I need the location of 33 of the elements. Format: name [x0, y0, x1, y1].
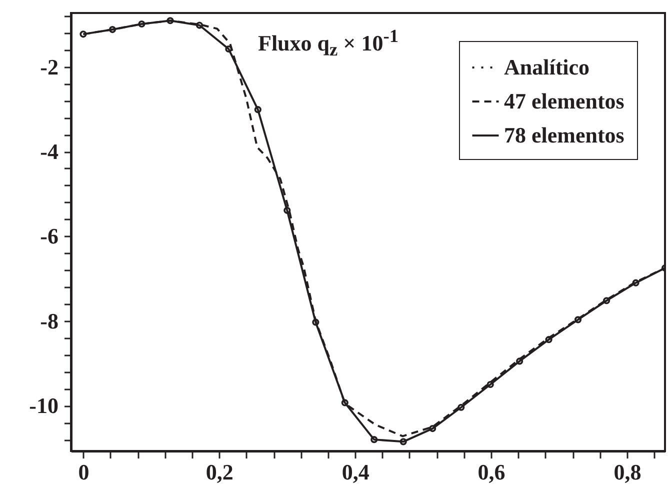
point — [108, 26, 116, 34]
point — [196, 22, 203, 29]
text: Fluxo q$_{z}$ × 10$^{-1}$ — [258, 26, 398, 61]
point — [429, 425, 436, 432]
legend-label: 78 elementos — [504, 122, 625, 148]
point — [603, 297, 610, 304]
point — [400, 438, 407, 446]
x-tick-label: 0 — [78, 460, 90, 484]
point — [486, 380, 494, 388]
y-tick-label: -10 — [29, 393, 58, 418]
point — [545, 336, 552, 344]
point — [341, 399, 348, 406]
y-tick-label: -4 — [40, 139, 58, 164]
point — [574, 316, 582, 324]
point — [254, 106, 262, 114]
point — [458, 404, 465, 411]
point — [370, 436, 378, 444]
x-tick-label: 0,2 — [206, 460, 234, 484]
x-tick-label: 0,4 — [342, 460, 370, 484]
point — [138, 20, 146, 28]
y-tick-label: -6 — [40, 224, 58, 249]
legend-label: 47 elementos — [504, 88, 625, 114]
y-tick-label: -8 — [40, 308, 58, 334]
y-tick-label: -2 — [40, 54, 58, 80]
legend-label: Analítico — [504, 54, 590, 80]
x-tick-label: 0,8 — [614, 460, 642, 484]
point — [166, 17, 174, 24]
point — [312, 318, 320, 326]
point — [284, 206, 291, 214]
point — [225, 45, 232, 53]
point — [516, 358, 524, 365]
point — [632, 279, 640, 286]
x-tick-label: 0,6 — [478, 460, 506, 484]
